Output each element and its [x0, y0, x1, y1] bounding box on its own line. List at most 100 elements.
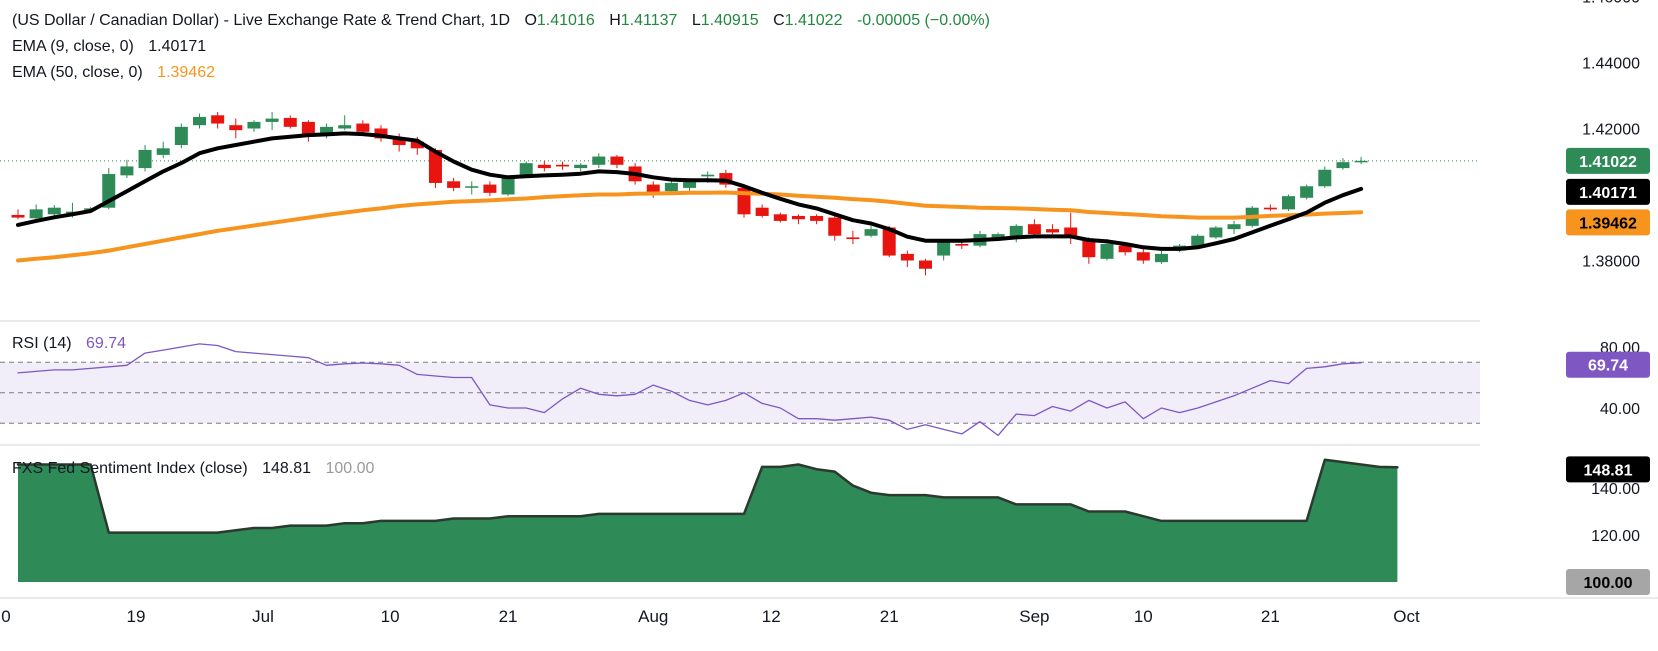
candle-up [991, 234, 1005, 238]
candle-down [882, 227, 896, 256]
candle-down [374, 128, 388, 139]
ema50-badge-bg [1566, 209, 1650, 236]
rsi-badge: 69.74 [1588, 358, 1628, 375]
candle-down [1082, 240, 1096, 258]
ema9-label: EMA (9, close, 0) [12, 38, 134, 55]
candle-up [1227, 224, 1241, 230]
candle-up [138, 149, 152, 169]
candle-up [320, 126, 334, 134]
candle-down [410, 141, 424, 149]
rsi-badge-bg [1566, 351, 1650, 378]
fxs-line [16, 458, 1399, 534]
time-tick-label: 10 [381, 607, 400, 626]
price-tick-label: 1.38000 [1582, 254, 1640, 271]
candle-up [1209, 227, 1223, 238]
candle-down [1136, 252, 1150, 261]
ema50-legend: EMA (50, close, 0) 1.39462 [12, 64, 215, 82]
price-pane [0, 112, 1480, 276]
candle-down [1027, 224, 1041, 235]
candle-up [174, 126, 188, 145]
candle-up [1318, 169, 1332, 187]
candle-down [447, 181, 461, 188]
candle-down [428, 149, 442, 183]
low-value: 1.40915 [700, 12, 759, 29]
fxs-area [18, 459, 1398, 582]
rsi-legend: RSI (14) 69.74 [12, 335, 126, 353]
candle-up [47, 207, 61, 215]
candle-down [610, 156, 624, 165]
candle-up [1336, 162, 1350, 169]
close-price-badge: 1.41022 [1579, 154, 1637, 171]
close-price-badge-bg [1566, 147, 1650, 174]
ema9-legend: EMA (9, close, 0) 1.40171 [12, 38, 206, 56]
candle-down [1118, 245, 1132, 253]
candle-up [1300, 186, 1314, 198]
grid-layer [0, 320, 1658, 599]
high-label: H [609, 12, 621, 29]
candle-up [592, 156, 606, 165]
close-label: C [773, 12, 785, 29]
time-tick-label: 0 [1, 607, 10, 626]
ema9-line [16, 131, 1364, 251]
candle-up [265, 118, 279, 122]
candle-up [574, 164, 588, 169]
candle-down [283, 117, 297, 127]
time-tick-label: Oct [1393, 607, 1420, 626]
fxs-badge-bg [1566, 456, 1650, 483]
candle-up [1154, 253, 1168, 263]
candle-up [519, 163, 533, 175]
candle-up [29, 209, 43, 219]
candle-down [646, 184, 660, 195]
ema50-value: 1.39462 [157, 64, 216, 81]
rsi-tick-label: 40.00 [1600, 401, 1640, 418]
open-label: O [524, 12, 537, 29]
fxs-ref-badge: 100.00 [1584, 575, 1633, 592]
candle-up [701, 174, 715, 177]
candle-up [1191, 235, 1205, 246]
fxs-badge: 148.81 [1584, 462, 1633, 479]
price-tick-label: 1.42000 [1582, 122, 1640, 139]
candle-up [937, 242, 951, 256]
candle-down [900, 253, 914, 261]
time-tick-label: 21 [880, 607, 899, 626]
candle-up [864, 229, 878, 236]
fxs-ref-badge-bg [1566, 569, 1650, 595]
candle-down [755, 207, 769, 216]
fxs-legend: FXS Fed Sentiment Index (close) 148.81 1… [12, 460, 374, 478]
candle-down [483, 184, 497, 193]
ema50-label: EMA (50, close, 0) [12, 64, 143, 81]
candle-up [1282, 196, 1295, 210]
ema50-line [16, 190, 1364, 263]
candle-down [11, 214, 25, 218]
change-value: -0.00005 (−0.00%) [856, 12, 990, 29]
candle-down [773, 214, 787, 221]
candle-down [955, 244, 969, 246]
rsi-pane [0, 343, 1480, 437]
candle-down [211, 115, 225, 124]
candle-up [501, 178, 515, 195]
candle-down [919, 260, 932, 269]
time-tick-label: 12 [762, 607, 781, 626]
candle-down [810, 215, 824, 221]
fxs-value: 148.81 [262, 460, 312, 477]
time-tick-label: 21 [1261, 607, 1280, 626]
candle-down [791, 215, 805, 220]
candle-down [1046, 229, 1060, 233]
candle-down [846, 237, 860, 240]
candle-up [338, 125, 352, 129]
candle-down [392, 138, 406, 145]
candle-up [664, 182, 678, 192]
price-legend: (US Dollar / Canadian Dollar) - Live Exc… [12, 12, 990, 30]
fxs-ref-value: 100.00 [325, 460, 375, 477]
candle-down [1064, 227, 1078, 238]
time-tick-label: Sep [1019, 607, 1049, 626]
ema9-badge: 1.40171 [1579, 185, 1637, 202]
price-tick-label: 1.44000 [1582, 56, 1640, 73]
candle-down [537, 164, 551, 169]
time-tick-label: 21 [499, 607, 518, 626]
close-value: 1.41022 [784, 12, 843, 29]
axis-layer: 1.460001.440001.420001.3800080.0040.0014… [1, 0, 1650, 626]
low-label: L [691, 12, 701, 29]
